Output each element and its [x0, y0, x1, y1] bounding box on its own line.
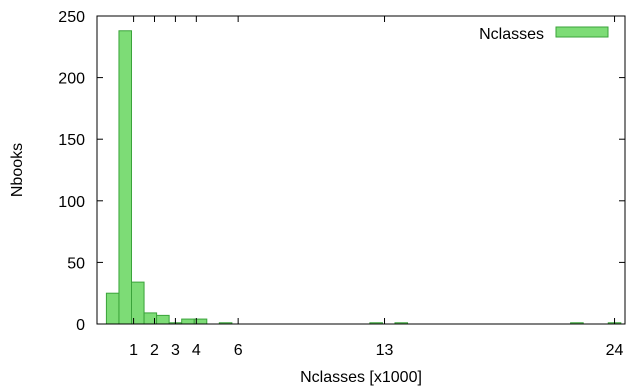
- histogram-bar: [118, 30, 133, 325]
- y-tick-label: 150: [58, 132, 85, 149]
- legend-label: Nclasses: [479, 26, 544, 43]
- y-tick-label: 200: [58, 71, 85, 88]
- ticks-group: 0 50 100 150 200 250 1 2 3 4 6 13 24: [58, 9, 625, 359]
- x-tick-label: 24: [606, 342, 624, 359]
- y-tick-label: 0: [76, 317, 85, 334]
- histogram-bar: [181, 318, 195, 325]
- x-tick-label: 2: [150, 342, 159, 359]
- x-tick-label: 3: [171, 342, 180, 359]
- legend: Nclasses: [479, 26, 609, 43]
- y-tick-label: 100: [58, 194, 85, 211]
- x-tick-label: 4: [192, 342, 201, 359]
- x-tick-label: 6: [234, 342, 243, 359]
- x-tick-label: 13: [376, 342, 394, 359]
- x-axis-label: Nclasses [x1000]: [300, 369, 422, 386]
- histogram-bar: [131, 281, 145, 325]
- legend-swatch: [555, 26, 609, 38]
- y-tick-label: 250: [58, 9, 85, 26]
- histogram-bar: [156, 314, 170, 325]
- bars-group: [105, 30, 622, 325]
- histogram-bar: [105, 292, 120, 325]
- y-tick-label: 50: [67, 255, 85, 272]
- x-tick-label: 1: [129, 342, 138, 359]
- plot-frame: [96, 15, 626, 325]
- y-axis-label: Nbooks: [9, 143, 26, 197]
